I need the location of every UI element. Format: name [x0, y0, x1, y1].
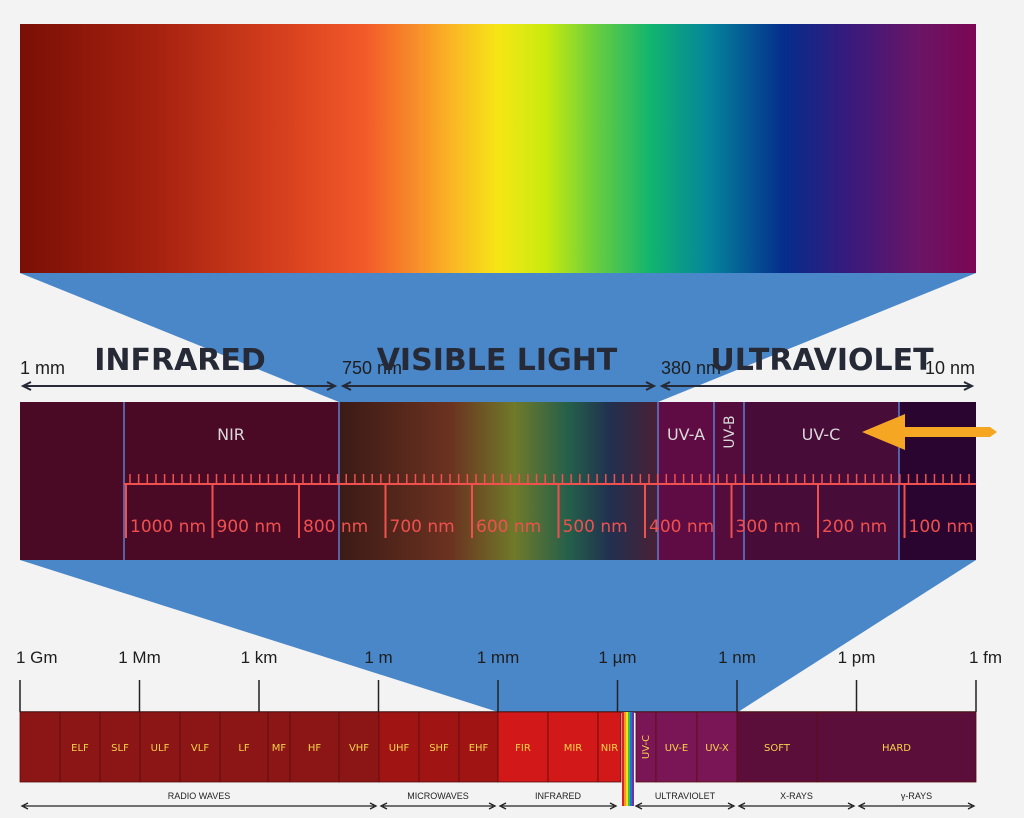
category-label: INFRARED — [535, 791, 582, 801]
band-cell — [219, 711, 269, 783]
nm-ruler-minor-ticks — [129, 474, 970, 484]
band-cell — [19, 711, 61, 783]
nm-tick-label: 200 nm — [822, 517, 887, 537]
category-arrowhead — [847, 802, 856, 810]
bottom-tick-label: 1 µm — [598, 648, 636, 667]
band-label: UHF — [389, 743, 410, 754]
zoom-label-nir: NIR — [217, 425, 245, 444]
band-cell — [99, 711, 141, 783]
band-label: MIR — [564, 743, 583, 754]
bottom-tick-label: 1 mm — [477, 648, 520, 667]
band-label: UV-E — [665, 743, 689, 754]
nm-tick-label: 300 nm — [736, 517, 801, 537]
band-cell — [59, 711, 101, 783]
zoom-visible-segment — [339, 402, 658, 560]
arrow-left-icon — [862, 414, 997, 450]
visible-sliver — [622, 712, 634, 806]
top-tick-1mm: 1 mm — [20, 358, 65, 378]
band-cell — [289, 711, 340, 783]
bottom-tick-label: 1 km — [241, 648, 278, 667]
zoom-uva-segment — [658, 402, 714, 560]
category-arrowhead — [498, 802, 507, 810]
category-arrowhead — [379, 802, 388, 810]
band-cell — [597, 711, 622, 783]
band-cell — [497, 711, 549, 783]
bottom-tick-label: 1 fm — [969, 648, 1002, 667]
band-label: EHF — [469, 743, 489, 754]
nm-tick-label: 500 nm — [563, 517, 628, 537]
category-arrowhead — [488, 802, 497, 810]
nm-tick-label: 900 nm — [217, 517, 282, 537]
projection-lower — [20, 560, 976, 712]
category-label: γ-RAYS — [901, 791, 932, 801]
band-cell — [378, 711, 420, 783]
nm-ruler-major-ticks — [125, 484, 906, 538]
band-label: ULF — [151, 743, 170, 754]
nm-tick-label: 400 nm — [649, 517, 714, 537]
band-label: SHF — [429, 743, 449, 754]
category-arrowhead — [20, 802, 29, 810]
zoom-label-uvc: UV-C — [802, 425, 841, 444]
bottom-tick-label: 1 Mm — [118, 648, 161, 667]
band-cell — [547, 711, 599, 783]
band-cell — [816, 711, 977, 783]
category-arrowhead — [634, 802, 643, 810]
category-label: MICROWAVES — [407, 791, 469, 801]
nm-tick-label: 1000 nm — [130, 517, 206, 537]
zoom-label-uva: UV-A — [667, 425, 705, 444]
bottom-tick-label: 1 nm — [718, 648, 756, 667]
region-visible-heading: VISIBLE LIGHT — [377, 343, 618, 378]
top-tick-380nm: 380 nm — [661, 358, 721, 378]
category-arrowhead — [857, 802, 866, 810]
category-label: X-RAYS — [780, 791, 813, 801]
category-arrowhead — [967, 802, 976, 810]
band-label: UV-X — [705, 743, 729, 754]
zoom-label-uvb: UV-B — [722, 415, 738, 448]
bottom-tick-label: 1 pm — [838, 648, 876, 667]
band-label: VHF — [349, 743, 369, 754]
nm-tick-label: 100 nm — [909, 517, 974, 537]
zoom-bar: 1000 nm 900 nm 800 nm 700 nm 600 nm 500 nm 400… — [20, 402, 976, 560]
band-cell — [139, 711, 181, 783]
band-cell — [338, 711, 380, 783]
band-cell — [696, 711, 738, 783]
top-tick-10nm: 10 nm — [925, 358, 975, 378]
band-label: LF — [238, 743, 250, 754]
band-label: UV-C — [641, 735, 652, 759]
category-arrowhead — [737, 802, 746, 810]
band-label: HF — [308, 743, 322, 754]
band-label: FIR — [515, 743, 531, 754]
nm-tick-label: 800 nm — [303, 517, 368, 537]
bottom-tick-label: 1 Gm — [16, 648, 58, 667]
band-label: HARD — [882, 743, 911, 754]
zoom-uvb-segment — [714, 402, 744, 560]
nm-tick-label: 700 nm — [390, 517, 455, 537]
bottom-scale-ticks — [19, 680, 977, 712]
region-infrared-heading: INFRARED — [94, 343, 266, 378]
top-range-arrows — [20, 381, 975, 391]
band-cell — [655, 711, 698, 783]
top-tick-750nm: 750 nm — [342, 358, 402, 378]
band-label: MF — [272, 743, 287, 754]
visible-spectrum-gradient — [20, 24, 976, 273]
em-bands: ELF SLF ULF VLF LF MF HF VHF UHF SHF EHF FIR MIR NIR U… — [19, 711, 977, 783]
band-label: ELF — [71, 743, 89, 754]
category-arrowhead — [727, 802, 736, 810]
band-label: SOFT — [764, 743, 791, 754]
category-arrowhead — [369, 802, 378, 810]
bottom-tick-label: 1 m — [364, 648, 392, 667]
band-cell — [179, 711, 221, 783]
category-arrowhead — [609, 802, 618, 810]
category-label: RADIO WAVES — [168, 791, 231, 801]
band-cell — [458, 711, 499, 783]
nm-tick-label: 600 nm — [476, 517, 541, 537]
band-label: VLF — [191, 743, 209, 754]
band-cell — [736, 711, 818, 783]
region-ultraviolet-heading: ULTRAVIOLET — [710, 343, 934, 378]
projection-upper — [20, 273, 976, 402]
band-label: SLF — [111, 743, 129, 754]
band-label: NIR — [601, 743, 618, 754]
category-label: ULTRAVIOLET — [655, 791, 716, 801]
